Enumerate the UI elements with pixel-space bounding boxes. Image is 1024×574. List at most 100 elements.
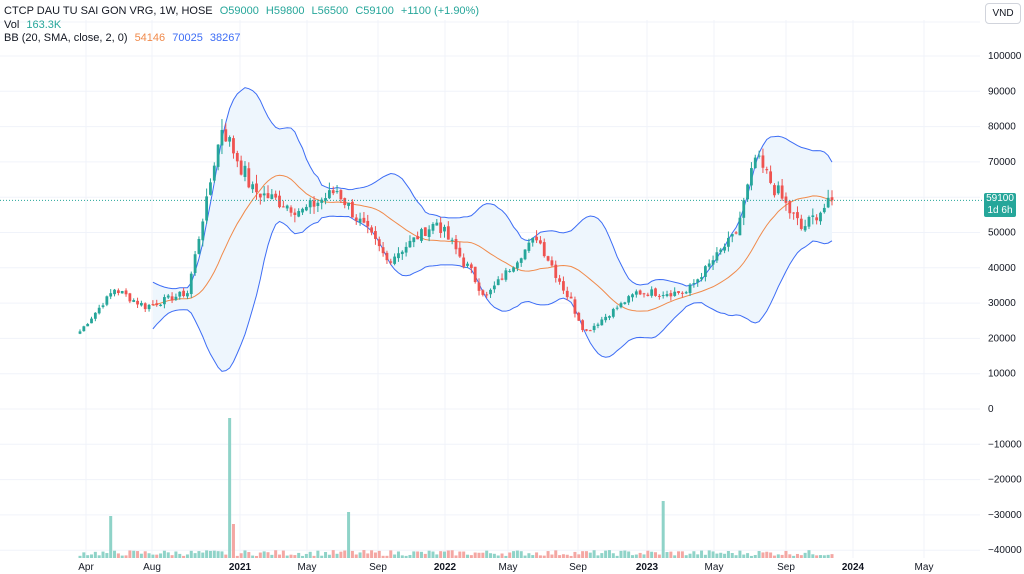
volume-bar xyxy=(454,555,458,558)
candle-body xyxy=(531,237,535,243)
candle-body xyxy=(331,190,335,194)
candle-body xyxy=(776,185,780,194)
candle-body xyxy=(90,318,93,324)
candle-body xyxy=(661,295,665,297)
candle-body xyxy=(508,270,512,272)
volume-bar xyxy=(650,551,654,558)
volume-bar xyxy=(458,551,462,558)
volume-bar xyxy=(358,552,362,558)
candle-body xyxy=(97,307,101,314)
volume-bar xyxy=(807,550,811,558)
y-tick-label: −20000 xyxy=(988,475,1022,486)
volume-bar xyxy=(439,551,443,558)
candle-body xyxy=(500,278,504,280)
candle-body xyxy=(351,201,354,218)
candle-body xyxy=(765,169,769,171)
volume-bar xyxy=(316,550,320,558)
volume-bar xyxy=(116,553,120,558)
y-tick-label: 50000 xyxy=(988,228,1016,239)
candle-body xyxy=(780,185,784,199)
volume-bar xyxy=(151,554,155,558)
volume-bar xyxy=(320,555,324,558)
candle-body xyxy=(489,289,492,295)
candle-body xyxy=(761,155,765,168)
candle-body xyxy=(573,299,577,314)
candle-body xyxy=(796,212,799,219)
candle-body xyxy=(680,292,684,294)
volume-bar xyxy=(703,554,707,558)
volume-bar xyxy=(535,552,539,558)
x-tick-label: Apr xyxy=(78,562,94,573)
volume-bar xyxy=(185,554,189,558)
volume-bar xyxy=(174,551,178,558)
x-tick-label: May xyxy=(705,562,724,573)
candle-body xyxy=(316,202,320,206)
candlesticks xyxy=(78,119,834,335)
volume-bar xyxy=(542,555,546,558)
volume-bar xyxy=(550,554,554,558)
candle-body xyxy=(186,293,189,297)
candle-body xyxy=(535,236,538,241)
volume-bar xyxy=(830,554,834,558)
y-tick-label: 80000 xyxy=(988,122,1016,133)
candle-body xyxy=(692,283,696,285)
volume-bar xyxy=(611,553,615,558)
price-axis: 1000009000080000700006000050000400003000… xyxy=(988,51,1022,556)
volume-bar xyxy=(753,554,757,558)
volume-bar xyxy=(688,553,692,558)
candle-body xyxy=(427,229,431,237)
volume-bar xyxy=(799,555,803,558)
candle-body xyxy=(82,326,86,332)
candle-body xyxy=(262,193,266,196)
candle-body xyxy=(86,324,90,327)
volume-bar xyxy=(362,550,366,558)
candle-body xyxy=(251,184,255,190)
volume-bar xyxy=(147,553,151,558)
candle-body xyxy=(596,324,600,326)
volume-bar xyxy=(159,553,163,558)
volume-bar xyxy=(442,551,446,558)
y-tick-label: −30000 xyxy=(988,510,1022,521)
volume-bar xyxy=(143,551,147,558)
volume-bar xyxy=(385,555,389,558)
volume-bar xyxy=(205,550,209,558)
candle-body xyxy=(788,201,792,214)
candle-body xyxy=(830,197,834,201)
close-value: C59100 xyxy=(355,5,394,17)
volume-bar xyxy=(815,555,819,558)
candle-body xyxy=(577,312,581,321)
volume-bar xyxy=(738,550,742,558)
candle-body xyxy=(120,291,124,294)
volume-bar xyxy=(370,550,374,558)
candle-body xyxy=(362,217,366,223)
volume-bar xyxy=(416,551,420,558)
volume-bar xyxy=(389,550,393,558)
volume-bar xyxy=(619,550,623,558)
candle-body xyxy=(546,256,550,261)
currency-button[interactable]: VND xyxy=(985,3,1021,24)
candle-body xyxy=(581,320,585,331)
volume-bar xyxy=(680,551,684,558)
candle-body xyxy=(113,289,116,295)
volume-bar xyxy=(193,553,197,558)
volume-bar xyxy=(803,552,807,558)
candle-body xyxy=(139,302,143,306)
x-tick-label: 2023 xyxy=(636,562,659,573)
candle-body xyxy=(385,252,389,261)
candle-body xyxy=(773,185,776,196)
candle-body xyxy=(792,212,796,214)
candle-body xyxy=(128,293,132,302)
candle-body xyxy=(320,199,324,203)
candle-body xyxy=(235,153,239,162)
volume-bar xyxy=(419,551,423,558)
candle-body xyxy=(374,231,377,239)
candle-body xyxy=(811,215,815,217)
volume-bar xyxy=(251,555,255,558)
volume-bar xyxy=(324,551,328,558)
volume-bar xyxy=(512,551,516,558)
candle-body xyxy=(366,220,370,227)
candle-body xyxy=(166,295,170,298)
volume-bar xyxy=(776,554,780,558)
volume-bar xyxy=(596,555,600,558)
